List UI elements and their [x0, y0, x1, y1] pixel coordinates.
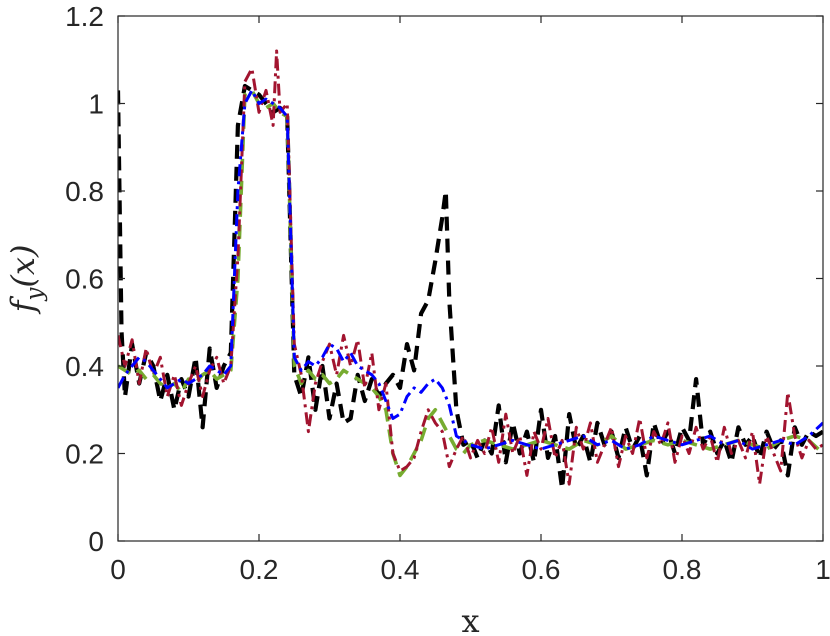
y-tick-label: 0.6	[65, 264, 104, 295]
y-axis-label: fy(x)	[4, 245, 48, 315]
axes-box	[117, 15, 824, 542]
x-axis-label: x	[461, 602, 479, 636]
y-tick-label: 0.4	[65, 351, 104, 382]
x-tick-label: 1	[815, 554, 830, 585]
x-tick-label: 0.8	[663, 554, 702, 585]
x-tick-label: 0.2	[240, 554, 279, 585]
y-tick-label: 0	[88, 526, 104, 557]
y-tick-label: 1	[88, 89, 104, 120]
series-line-4	[118, 88, 823, 451]
series-line-2	[118, 88, 823, 478]
x-tick-label: 0	[110, 554, 126, 585]
axes-layer: 0 0.2 0.4 0.6 0.8 1 0 0.2 0.4 0.6 0.8 1 1.2	[65, 1, 830, 585]
x-tick-label: 0.4	[381, 554, 420, 585]
series-layer	[118, 49, 823, 491]
series-line-3	[118, 49, 823, 486]
series-line-1	[118, 83, 823, 491]
y-tick-label: 1.2	[65, 1, 104, 32]
y-tick-label: 0.2	[65, 439, 104, 470]
y-tick-label: 0.8	[65, 176, 104, 207]
x-tick-label: 0.6	[522, 554, 561, 585]
